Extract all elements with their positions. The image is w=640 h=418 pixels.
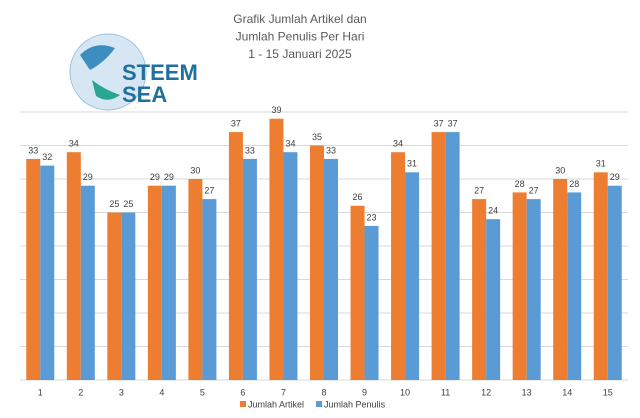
bar	[526, 199, 541, 380]
data-label: 27	[204, 185, 214, 195]
x-tick-label: 8	[321, 387, 326, 397]
data-label: 33	[326, 145, 336, 155]
bar	[431, 132, 446, 380]
legend-swatch	[316, 401, 323, 407]
bar	[121, 212, 136, 380]
bar	[107, 212, 122, 380]
bar	[147, 185, 162, 380]
bar	[188, 179, 203, 380]
bar	[283, 152, 298, 380]
x-tick-label: 6	[240, 387, 245, 397]
x-tick-label: 5	[200, 387, 205, 397]
bar	[161, 185, 176, 380]
data-label: 29	[164, 172, 174, 182]
x-tick-label: 4	[159, 387, 164, 397]
x-tick-label: 13	[522, 387, 532, 397]
x-tick-label: 10	[400, 387, 410, 397]
data-label: 31	[407, 159, 417, 169]
data-label: 30	[190, 165, 200, 175]
bar	[391, 152, 406, 380]
bar	[607, 185, 622, 380]
bar	[567, 192, 582, 380]
bar	[472, 199, 487, 380]
legend-swatch	[240, 401, 246, 407]
bar	[364, 225, 379, 380]
data-label: 35	[312, 132, 322, 142]
data-label: 29	[150, 172, 160, 182]
data-label: 28	[515, 179, 525, 189]
x-tick-label: 14	[562, 387, 572, 397]
data-label: 34	[285, 139, 295, 149]
data-label: 27	[474, 185, 484, 195]
data-label: 37	[231, 118, 241, 128]
x-tick-label: 3	[119, 387, 124, 397]
data-label: 32	[42, 152, 52, 162]
data-label: 31	[596, 159, 606, 169]
x-tick-label: 1	[38, 387, 43, 397]
data-label: 28	[569, 179, 579, 189]
data-label: 27	[529, 185, 539, 195]
data-label: 25	[123, 199, 133, 209]
logo-text: SEA	[122, 82, 167, 107]
bar	[202, 199, 217, 380]
data-label: 33	[28, 145, 38, 155]
data-label: 23	[367, 212, 377, 222]
data-label: 34	[393, 139, 403, 149]
x-tick-label: 2	[78, 387, 83, 397]
bar	[228, 132, 243, 380]
logo: STEEM SEA	[69, 33, 198, 111]
bar	[350, 205, 365, 380]
chart-title: Grafik Jumlah Artikel dan	[233, 12, 366, 26]
x-tick-label: 15	[603, 387, 613, 397]
logo-land	[80, 45, 115, 70]
bar	[405, 172, 420, 380]
bar	[486, 219, 501, 380]
x-tick-label: 7	[281, 387, 286, 397]
legend-label: Jumlah Artikel	[248, 399, 304, 409]
data-label: 24	[488, 206, 498, 216]
data-label: 29	[83, 172, 93, 182]
data-label: 37	[434, 118, 444, 128]
chart-title: Jumlah Penulis Per Hari	[236, 30, 365, 44]
bar	[66, 152, 81, 380]
data-label: 37	[448, 118, 458, 128]
bar	[26, 158, 41, 380]
data-label: 29	[610, 172, 620, 182]
data-label: 25	[109, 199, 119, 209]
legend-label: Jumlah Penulis	[324, 399, 386, 409]
data-label: 26	[353, 192, 363, 202]
x-tick-label: 11	[441, 387, 450, 397]
data-label: 34	[69, 139, 79, 149]
x-tick-label: 9	[362, 387, 367, 397]
data-label: 33	[245, 145, 255, 155]
data-label: 39	[271, 105, 281, 115]
bar	[269, 118, 284, 380]
bar	[512, 192, 527, 380]
logo-land	[92, 80, 120, 100]
bar	[80, 185, 95, 380]
data-label: 30	[555, 165, 565, 175]
chart-title: 1 - 15 Januari 2025	[248, 47, 352, 61]
bar	[445, 132, 460, 380]
bar	[324, 158, 338, 380]
bar	[593, 172, 608, 380]
bar	[40, 165, 55, 380]
logo-text: STEEM	[122, 60, 198, 85]
bar	[553, 179, 568, 380]
bar	[242, 158, 257, 380]
x-tick-label: 12	[481, 387, 491, 397]
bar	[310, 145, 324, 380]
